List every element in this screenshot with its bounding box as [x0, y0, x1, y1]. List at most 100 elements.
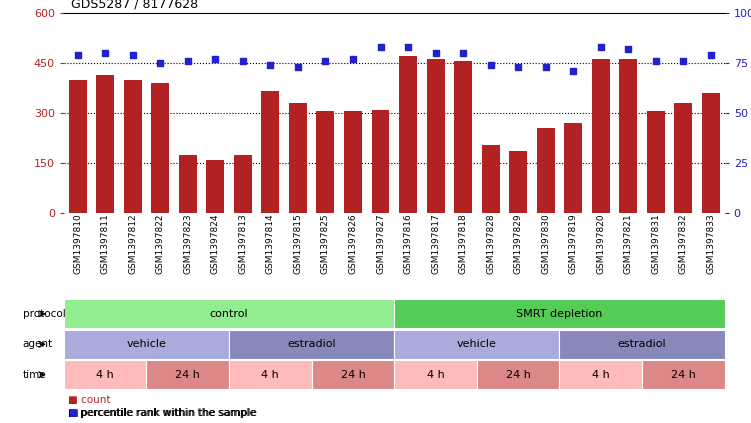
Point	[623, 45, 635, 52]
Bar	[312, 360, 394, 389]
Text: GSM1397810: GSM1397810	[73, 213, 82, 274]
Text: vehicle: vehicle	[457, 339, 497, 349]
Text: GSM1397818: GSM1397818	[459, 213, 468, 274]
Text: GSM1397824: GSM1397824	[211, 213, 220, 274]
Bar	[124, 80, 142, 213]
Bar	[559, 330, 725, 359]
Point	[127, 52, 139, 58]
Text: 24 h: 24 h	[505, 370, 531, 380]
Bar	[229, 330, 394, 359]
Text: estradiol: estradiol	[288, 339, 336, 349]
Point	[705, 52, 717, 58]
Point	[264, 61, 276, 68]
Text: GSM1397821: GSM1397821	[624, 213, 633, 274]
Text: GSM1397823: GSM1397823	[183, 213, 192, 274]
Point	[402, 44, 414, 50]
Point	[210, 55, 222, 62]
Text: GSM1397813: GSM1397813	[238, 213, 247, 274]
Text: 4 h: 4 h	[427, 370, 445, 380]
Bar	[261, 91, 279, 213]
Text: 4 h: 4 h	[261, 370, 279, 380]
Bar	[146, 360, 229, 389]
Point	[347, 55, 359, 62]
Text: GSM1397833: GSM1397833	[707, 213, 716, 274]
Bar	[64, 330, 229, 359]
Bar	[394, 360, 477, 389]
Bar	[372, 110, 390, 213]
Point	[540, 63, 552, 70]
Bar	[344, 111, 362, 213]
Text: 24 h: 24 h	[340, 370, 366, 380]
Bar	[642, 360, 725, 389]
Point	[154, 59, 166, 66]
Point	[319, 58, 331, 64]
Bar	[559, 360, 642, 389]
Bar	[234, 155, 252, 213]
Text: agent: agent	[23, 339, 53, 349]
Bar	[96, 74, 114, 213]
Text: GSM1397816: GSM1397816	[403, 213, 412, 274]
Text: time: time	[23, 370, 46, 380]
Bar	[702, 93, 720, 213]
Bar	[207, 160, 225, 213]
Bar	[620, 60, 638, 213]
Bar	[674, 103, 692, 213]
Bar	[394, 330, 559, 359]
Text: SMRT depletion: SMRT depletion	[516, 309, 603, 319]
Point	[677, 58, 689, 64]
Bar	[151, 83, 169, 213]
Text: GSM1397830: GSM1397830	[541, 213, 550, 274]
Bar	[564, 123, 582, 213]
Bar	[68, 80, 86, 213]
Text: vehicle: vehicle	[126, 339, 167, 349]
Bar	[289, 103, 307, 213]
Bar	[64, 299, 394, 328]
Point	[292, 63, 304, 70]
Text: ■ percentile rank within the sample: ■ percentile rank within the sample	[68, 408, 256, 418]
Point	[99, 49, 111, 56]
Text: GDS5287 / 8177628: GDS5287 / 8177628	[71, 0, 198, 11]
Bar	[179, 155, 197, 213]
Text: GSM1397822: GSM1397822	[155, 213, 164, 274]
Bar	[316, 111, 334, 213]
Text: estradiol: estradiol	[618, 339, 666, 349]
Point	[512, 63, 524, 70]
Point	[71, 52, 83, 58]
Text: GSM1397811: GSM1397811	[101, 213, 110, 274]
Text: 4 h: 4 h	[96, 370, 114, 380]
Text: GSM1397812: GSM1397812	[128, 213, 137, 274]
Bar	[481, 145, 499, 213]
Bar	[509, 151, 527, 213]
Point	[237, 58, 249, 64]
Text: GSM1397825: GSM1397825	[321, 213, 330, 274]
Text: GSM1397828: GSM1397828	[486, 213, 495, 274]
Text: GSM1397817: GSM1397817	[431, 213, 440, 274]
Text: percentile rank within the sample: percentile rank within the sample	[80, 408, 256, 418]
Text: ■: ■	[68, 408, 77, 418]
Text: GSM1397820: GSM1397820	[596, 213, 605, 274]
Point	[375, 44, 387, 50]
Text: GSM1397819: GSM1397819	[569, 213, 578, 274]
Bar	[454, 61, 472, 213]
Bar	[229, 360, 312, 389]
Bar	[537, 128, 555, 213]
Text: 24 h: 24 h	[175, 370, 201, 380]
Bar	[399, 56, 417, 213]
Text: GSM1397832: GSM1397832	[679, 213, 688, 274]
Text: control: control	[210, 309, 249, 319]
Bar	[64, 360, 146, 389]
Point	[567, 67, 579, 74]
Point	[430, 49, 442, 56]
Bar	[647, 111, 665, 213]
Text: 24 h: 24 h	[671, 370, 696, 380]
Text: GSM1397829: GSM1397829	[514, 213, 523, 274]
Point	[595, 44, 607, 50]
Text: GSM1397827: GSM1397827	[376, 213, 385, 274]
Text: GSM1397831: GSM1397831	[651, 213, 660, 274]
Point	[182, 58, 194, 64]
Text: protocol: protocol	[23, 309, 65, 319]
Text: ■ count: ■ count	[68, 395, 110, 404]
Text: GSM1397815: GSM1397815	[294, 213, 303, 274]
Point	[457, 49, 469, 56]
Bar	[592, 60, 610, 213]
